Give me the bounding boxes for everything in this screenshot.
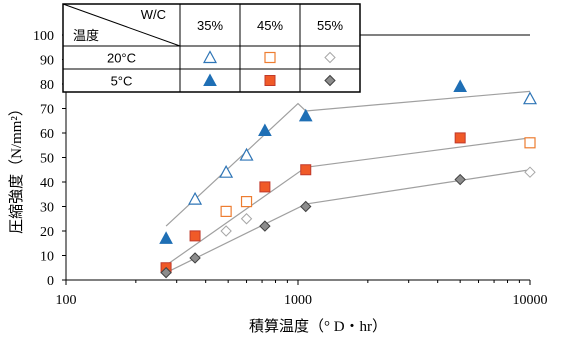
y-tick-label: 100: [33, 29, 54, 44]
data-point-diamond-filled: [454, 173, 466, 186]
legend-column-header: 45%: [257, 18, 283, 33]
y-tick-label: 60: [40, 127, 54, 142]
data-point-square-filled: [259, 181, 271, 193]
data-point-triangle-filled: [258, 123, 272, 137]
trend-line: [165, 90, 531, 227]
plot-area: 0 10 20 30 40 50 60 70 80 90 100 100 1000 10000 圧縮強度（N…: [8, 29, 548, 308]
y-tick-label: 0: [47, 274, 54, 289]
data-point-diamond-open: [240, 213, 253, 225]
legend-row-header: 20°C: [107, 51, 136, 66]
x-tick-label: 100: [56, 293, 77, 308]
data-point-square-filled: [189, 230, 201, 242]
data-point-triangle-open: [188, 191, 203, 205]
legend-marker-triangle-open: [202, 50, 218, 64]
legend-marker-diamond-open: [324, 51, 336, 64]
data-point-square-filled: [300, 164, 312, 176]
y-axis-title: 圧縮強度（N/mm²）: [8, 101, 25, 234]
y-tick-label: 30: [40, 201, 54, 216]
data-point-triangle-filled: [453, 79, 468, 92]
data-point-triangle-open: [239, 147, 254, 161]
legend-row-header: 5°C: [111, 74, 133, 89]
legend-corner-temp: 温度: [73, 28, 99, 43]
data-point-diamond-filled: [259, 220, 271, 232]
data-point-square-open: [240, 196, 253, 208]
x-axis-title: 積算温度（° D・hr）: [249, 317, 387, 335]
trend-line: [165, 169, 531, 274]
legend-marker-square-filled: [264, 75, 276, 86]
y-tick-label: 10: [40, 250, 54, 265]
legend-marker-diamond-filled: [324, 74, 336, 87]
data-point-triangle-open: [522, 91, 538, 105]
data-point-square-open: [524, 137, 536, 149]
data-point-square-open: [220, 205, 232, 217]
data-point-triangle-open: [219, 164, 234, 178]
legend-table: W/C 温度 35% 45% 55% 20°C 5°C: [62, 3, 361, 93]
legend-column-header: 35%: [197, 18, 223, 33]
y-tick-label: 40: [40, 176, 54, 191]
y-tick-label: 50: [40, 152, 54, 167]
legend-marker-triangle-filled: [203, 73, 217, 86]
y-tick-label: 80: [40, 78, 54, 93]
x-tick-label: 10000: [513, 293, 548, 308]
data-point-diamond-open: [524, 166, 536, 178]
data-point-diamond-filled: [300, 200, 312, 213]
x-tick-label: 1000: [284, 293, 312, 308]
data-point-diamond-open: [220, 225, 232, 237]
legend-corner-diagonal: [62, 3, 181, 47]
y-tick-label: 70: [40, 103, 54, 118]
y-tick-label: 90: [40, 54, 54, 69]
data-point-triangle-filled: [159, 231, 173, 244]
legend-marker-square-open: [264, 51, 276, 64]
data-point-diamond-filled: [189, 252, 201, 264]
legend-corner-wc: W/C: [141, 7, 166, 22]
legend-column-header: 55%: [317, 18, 343, 33]
data-point-triangle-filled: [298, 108, 313, 122]
data-point-diamond-filled: [160, 266, 172, 279]
y-tick-label: 20: [40, 225, 54, 240]
data-point-square-filled: [454, 132, 466, 144]
